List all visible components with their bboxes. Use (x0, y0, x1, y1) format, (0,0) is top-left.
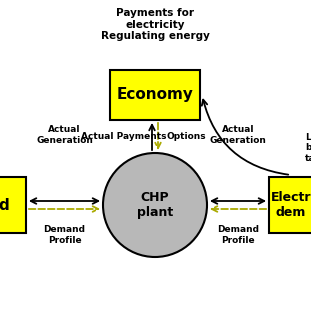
Text: Actual
Generation: Actual Generation (36, 125, 93, 145)
Text: Options: Options (166, 132, 206, 141)
Text: Actual Payments: Actual Payments (81, 132, 167, 141)
FancyBboxPatch shape (269, 177, 311, 233)
Text: Electr
dem: Electr dem (271, 191, 311, 219)
Text: CHP
plant: CHP plant (137, 191, 173, 219)
Text: Economy: Economy (117, 87, 193, 103)
Text: Demand
Profile: Demand Profile (217, 225, 259, 245)
FancyBboxPatch shape (0, 177, 26, 233)
Text: Payments for
electricity
Regulating energy: Payments for electricity Regulating ener… (100, 8, 209, 41)
Text: d: d (0, 197, 9, 212)
Text: Actual
Generation: Actual Generation (210, 125, 267, 145)
FancyBboxPatch shape (110, 70, 200, 120)
Circle shape (103, 153, 207, 257)
Text: Link
by
tarif: Link by tarif (305, 133, 311, 163)
Text: Demand
Profile: Demand Profile (44, 225, 86, 245)
